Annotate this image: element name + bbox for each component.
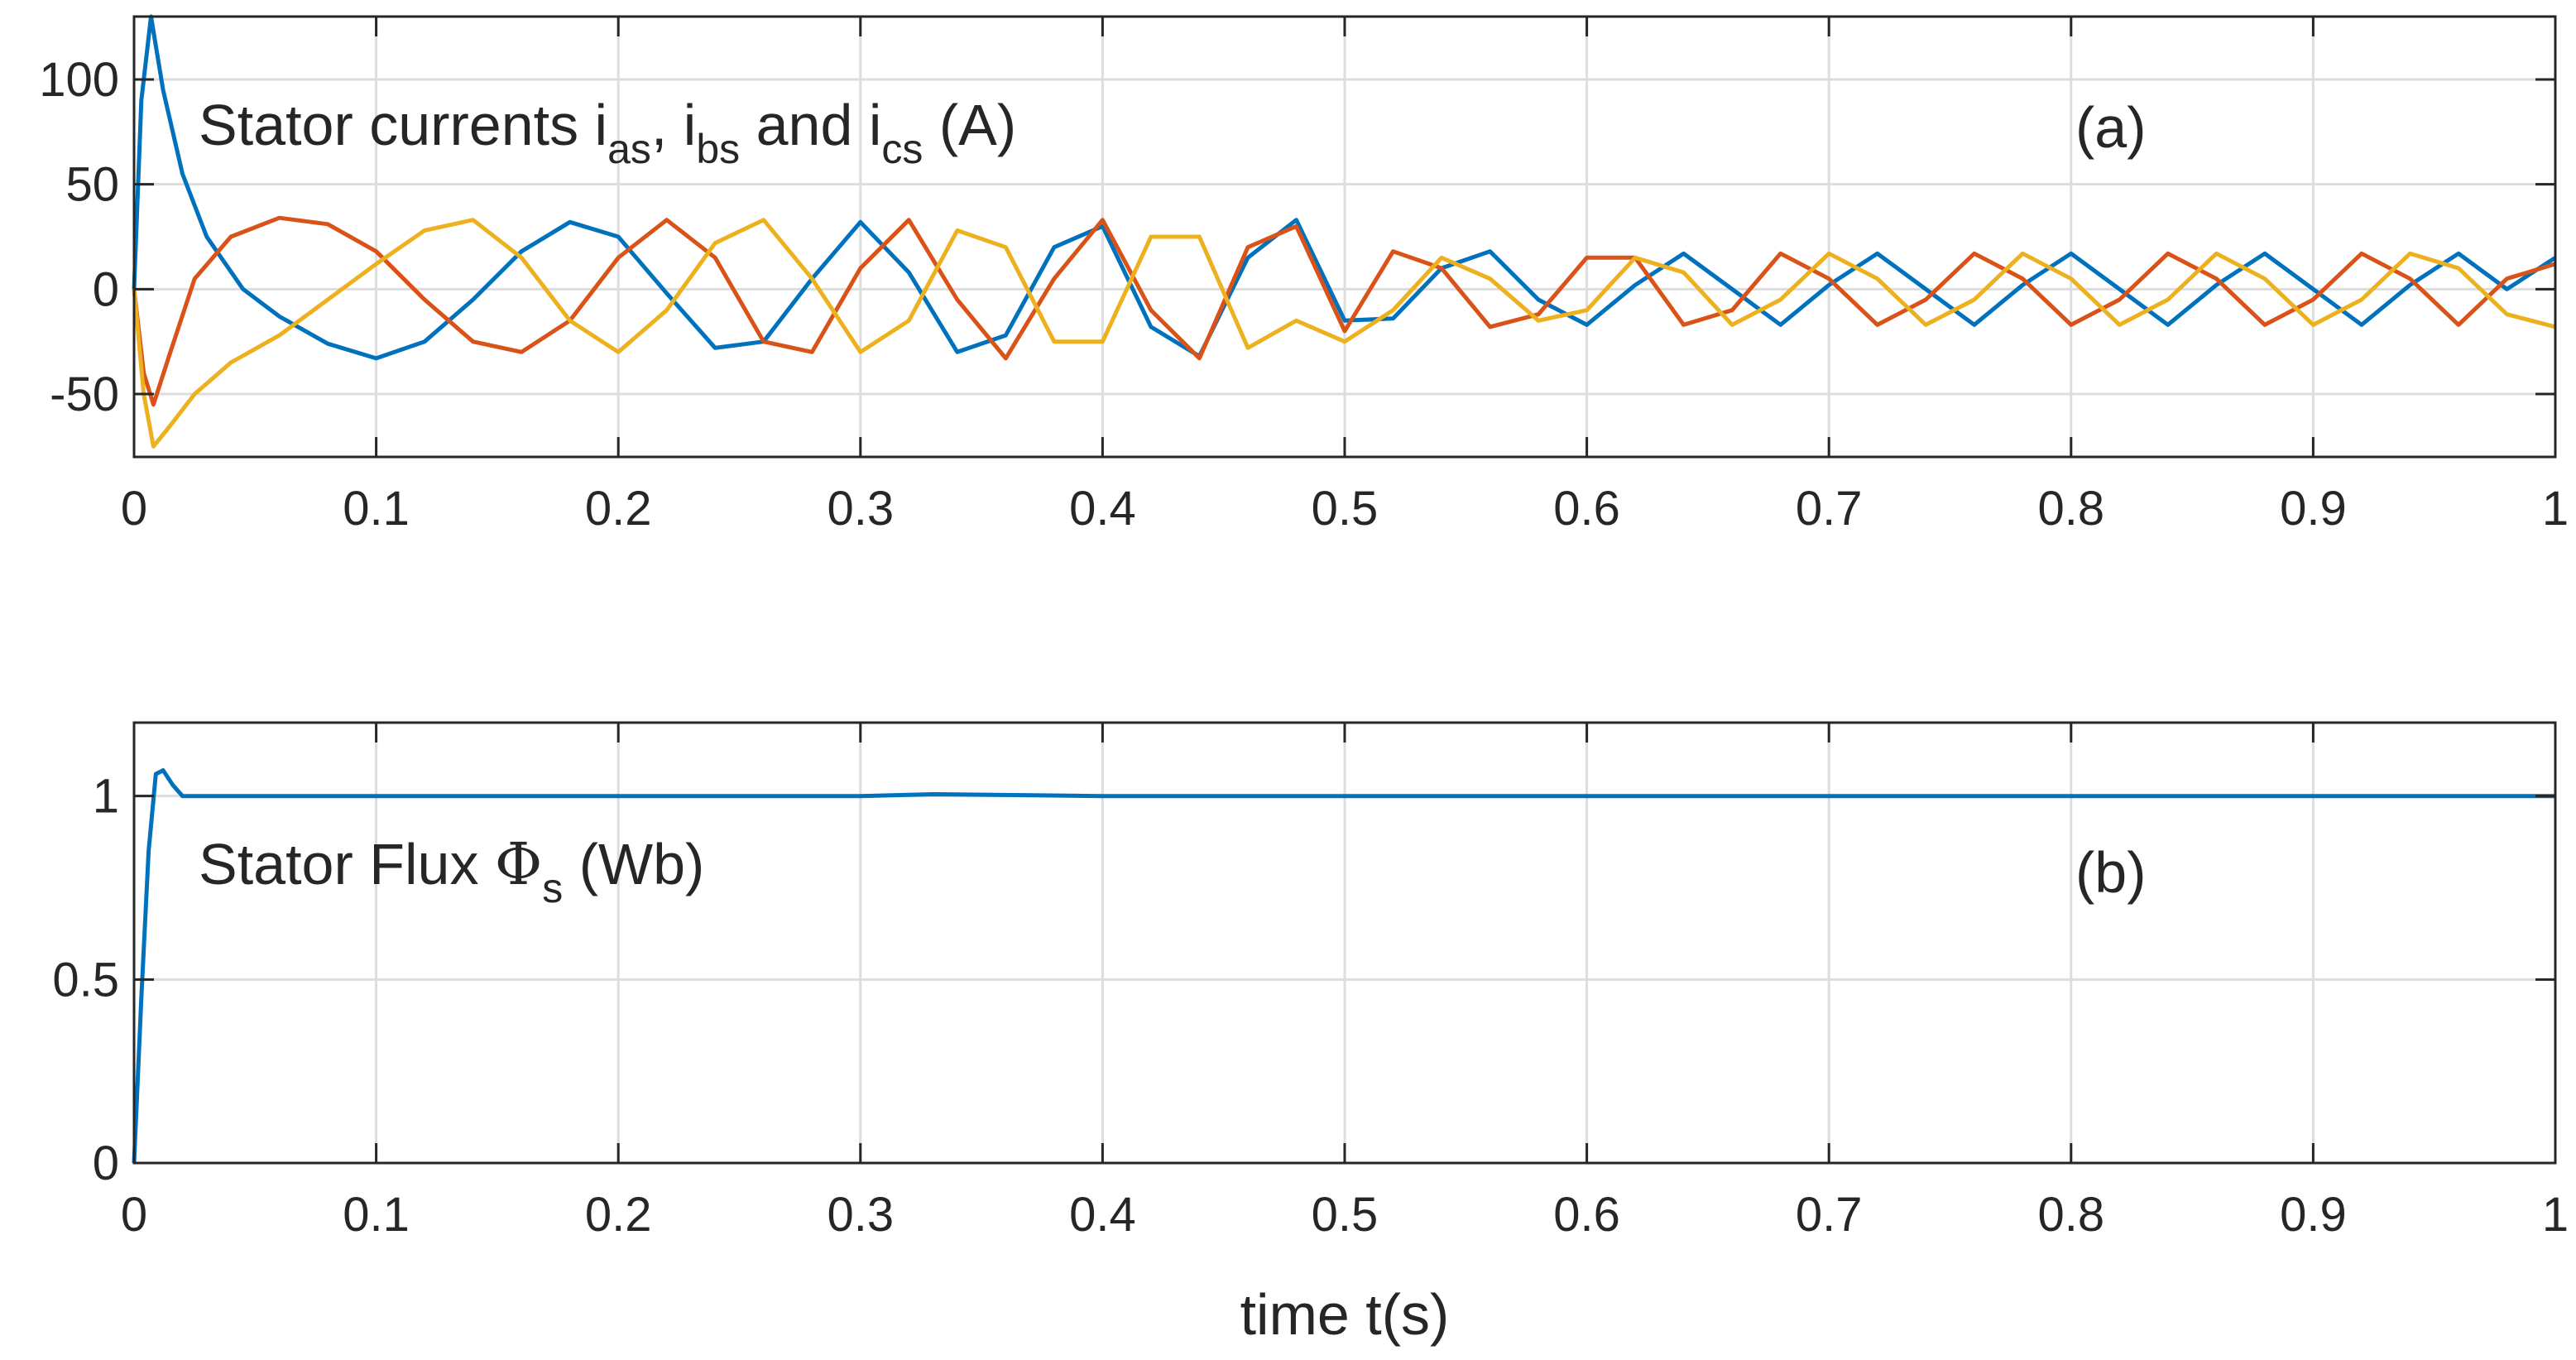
panel-a: 0 0.1 0.2 0.3 0.4 0.5 0.6 0.7 0.8 0.9 1 -50 0 50 100 S…: [39, 14, 2569, 536]
panel-a-tag: (a): [2075, 95, 2147, 160]
y-tick-label: 0.5: [52, 953, 119, 1007]
panel-b-annotation: Stator Flux Φs (Wb): [199, 830, 704, 911]
x-tick-label: 0.2: [585, 1188, 652, 1242]
annotation-b-suffix: (Wb): [563, 832, 704, 896]
panel-a-lines: [132, 14, 2557, 449]
annotation-a-sub2: bs: [696, 126, 740, 172]
annotation-a-prefix: Stator currents i: [199, 93, 607, 157]
annotation-a-suffix: (A): [923, 93, 1016, 157]
x-tick-label: 0.5: [1312, 482, 1379, 536]
x-tick-label: 0: [121, 482, 147, 536]
series-line-1: [132, 14, 2557, 361]
x-tick-label: 0.4: [1069, 482, 1136, 536]
x-axis-label: time t(s): [1240, 1282, 1450, 1347]
panel-b-tag: (b): [2075, 840, 2147, 905]
x-tick-label: 0.9: [2280, 482, 2347, 536]
y-tick-label: 0: [93, 262, 119, 316]
x-tick-label: 0.2: [585, 482, 652, 536]
x-tick-label: 0.5: [1312, 1188, 1379, 1242]
x-tick-label: 0.8: [2037, 482, 2104, 536]
annotation-a-sub3: cs: [881, 126, 923, 172]
y-tick-label: 50: [65, 158, 119, 212]
panel-a-grid: [134, 17, 2555, 457]
x-tick-label: 0.3: [827, 482, 894, 536]
panel-b-lines: [132, 768, 2555, 1164]
x-tick-label: 1: [2542, 482, 2569, 536]
x-tick-label: 0.1: [343, 482, 410, 536]
annotation-b-symbol: Φ: [495, 830, 542, 898]
annotation-b-prefix: Stator Flux: [199, 832, 495, 896]
annotation-b-sub: s: [542, 865, 563, 911]
x-tick-label: 0.8: [2037, 1188, 2104, 1242]
x-tick-label: 0.3: [827, 1188, 894, 1242]
x-tick-label: 0.4: [1069, 1188, 1136, 1242]
series-line-2: [132, 215, 2556, 407]
annotation-a-sub1: as: [607, 126, 651, 172]
x-tick-label: 0.9: [2280, 1188, 2347, 1242]
y-tick-label: -50: [50, 368, 119, 421]
x-tick-label: 0.6: [1553, 1188, 1620, 1242]
series-line-3: [132, 218, 2556, 449]
y-tick-label: 0: [93, 1137, 119, 1190]
y-tick-label: 1: [93, 770, 119, 824]
annotation-a-mid1: , i: [651, 93, 696, 157]
annotation-a-mid2: and i: [740, 93, 881, 157]
x-tick-label: 0.7: [1796, 1188, 1863, 1242]
x-tick-label: 0.1: [343, 1188, 410, 1242]
series-line-1: [132, 768, 2555, 1164]
panel-b: 0 0.1 0.2 0.3 0.4 0.5 0.6 0.7 0.8 0.9 1 0 0.5 1 Stato…: [52, 721, 2569, 1242]
x-tick-label: 0.6: [1553, 482, 1620, 536]
x-tick-label: 0: [121, 1188, 147, 1242]
panel-a-annotation: Stator currents ias, ibs and ics (A): [199, 93, 1016, 172]
x-tick-label: 0.7: [1796, 482, 1863, 536]
panel-a-ticks: 0 0.1 0.2 0.3 0.4 0.5 0.6 0.7 0.8 0.9 1 -50 0 50 100: [39, 17, 2569, 536]
x-tick-label: 1: [2542, 1188, 2569, 1242]
y-tick-label: 100: [39, 53, 119, 107]
panel-b-ticks: 0 0.1 0.2 0.3 0.4 0.5 0.6 0.7 0.8 0.9 1 0 0.5 1: [52, 723, 2569, 1242]
